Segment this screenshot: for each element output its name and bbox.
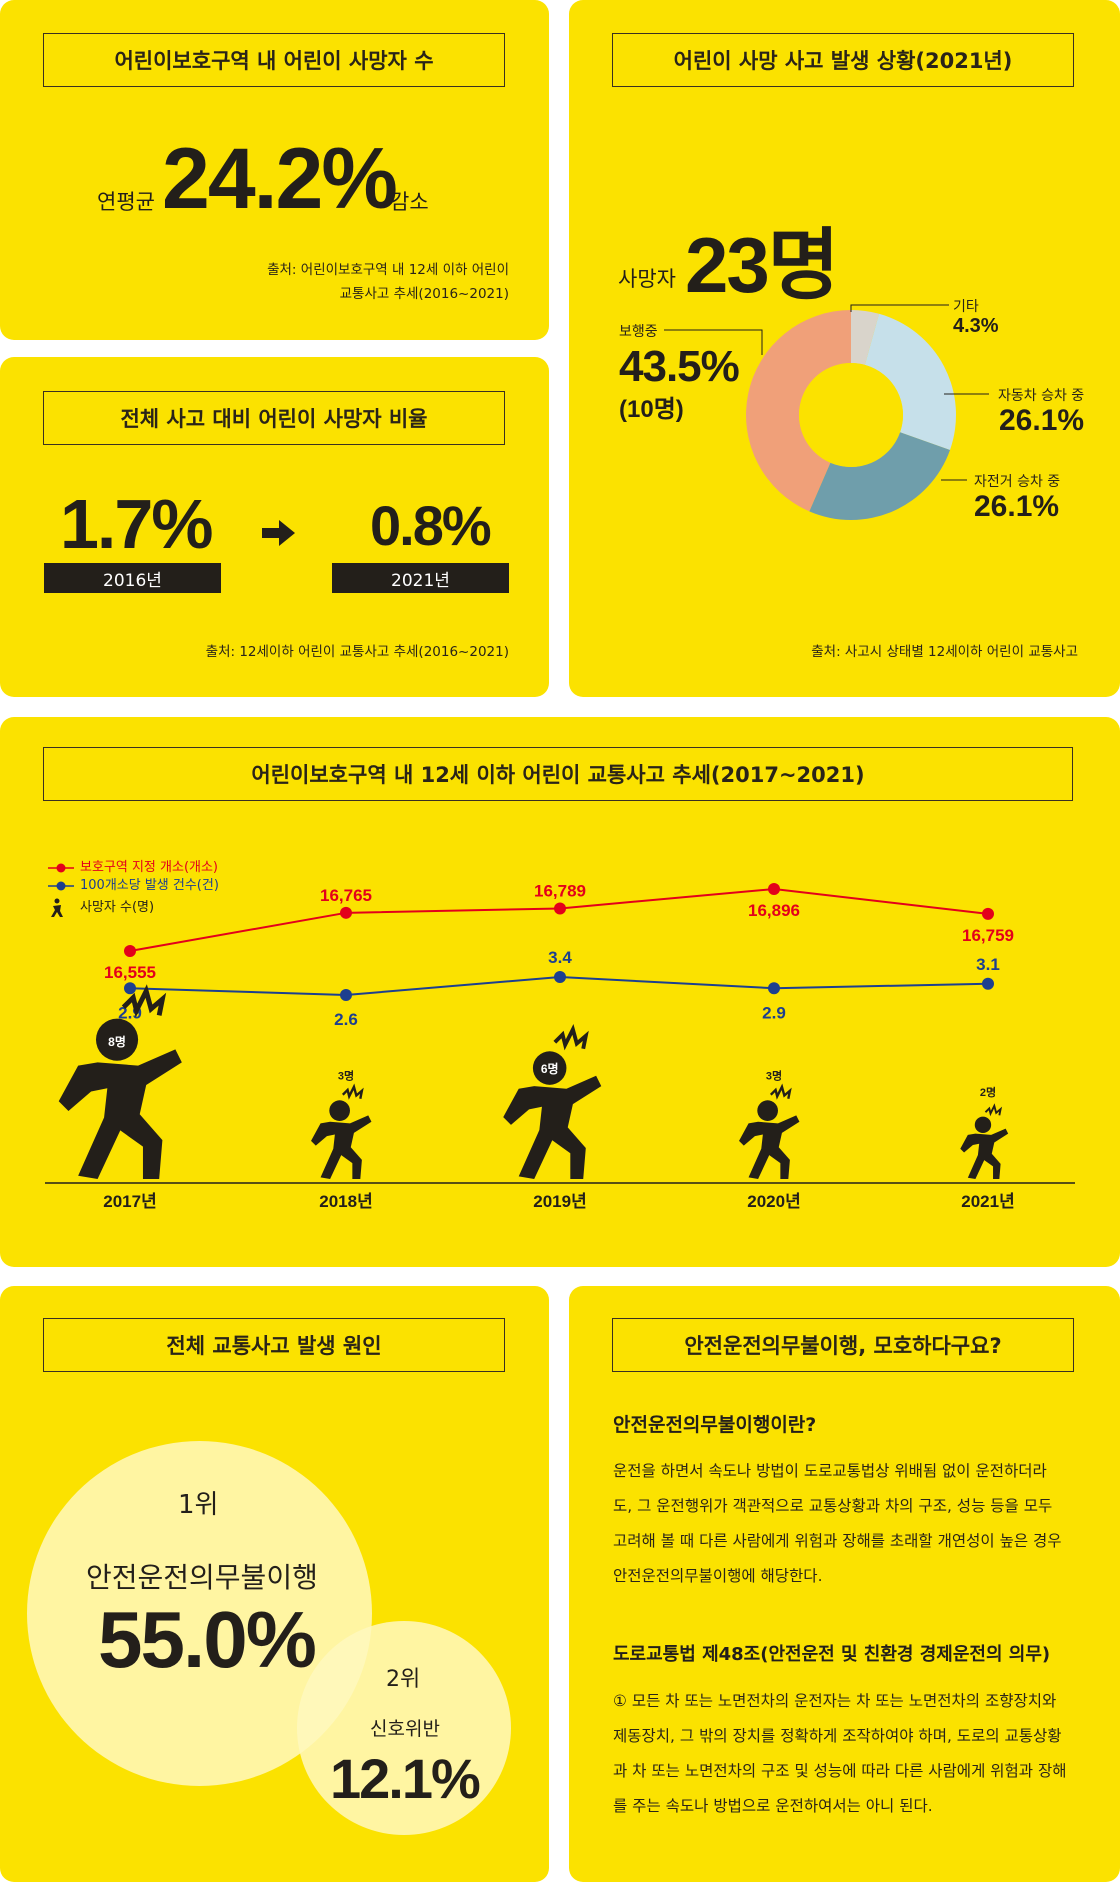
death-count-label: 6명 (541, 1062, 559, 1076)
ratio-2016-value: 1.7% (60, 485, 214, 563)
suffix-label: 감소 (390, 190, 429, 214)
leader-line-other (850, 304, 949, 312)
panel-title: 어린이 사망 사고 발생 상황(2021년) (612, 33, 1074, 87)
rank2-cause: 신호위반 (370, 1718, 440, 1740)
point-zones (554, 902, 566, 915)
death-figure (739, 1083, 800, 1179)
trend-line-chart: 16,555 16,765 16,789 16,896 16,759 2.9 2.6 3.4 2… (45, 881, 1075, 1211)
rank2-circle (297, 1621, 511, 1835)
leader-line-walk (664, 329, 763, 355)
death-figure (311, 1083, 372, 1179)
rank2-value: 12.1% (330, 1747, 481, 1810)
year-2021-bar: 2021년 (332, 563, 509, 593)
point-rate (768, 982, 780, 995)
label-rate: 3.1 (976, 955, 1000, 974)
legend-item-rate: 100개소당 발생 건수(건) (48, 877, 219, 895)
slice-value-bike: 26.1% (974, 490, 1060, 523)
x-tick-label: 2019년 (533, 1192, 586, 1211)
label-rate: 3.4 (548, 948, 572, 967)
definition-heading: 안전운전의무불이행이란? (613, 1414, 817, 1436)
x-tick-label: 2020년 (747, 1192, 800, 1211)
death-figure (960, 1103, 1009, 1179)
label-rate: 2.6 (334, 1010, 358, 1029)
panel-trend-chart: 어린이보호구역 내 12세 이하 어린이 교통사고 추세(2017~2021) … (0, 717, 1120, 1267)
slice-value-walk: 43.5% (619, 342, 740, 391)
definition-text: 운전을 하면서 속도나 방법이 도로교통법상 위배됨 없이 운전하더라 도, 그… (613, 1462, 1062, 1585)
label-zones: 16,555 (104, 963, 156, 982)
arrow-right-icon (262, 519, 296, 551)
legend-item-deaths: 사망자 수(명) (48, 898, 219, 918)
death-count-label: 3명 (766, 1069, 782, 1083)
rank1-label: 1위 (178, 1490, 219, 1520)
point-rate (340, 989, 352, 1001)
panel-child-deaths: 어린이보호구역 내 어린이 사망자 수 연평균 24.2% 감소 출처: 어린이… (0, 0, 549, 340)
slice-label-bike: 자전거 승차 중 (974, 474, 1061, 490)
ratio-2021-value: 0.8% (370, 494, 492, 557)
panel-death-situation: 어린이 사망 사고 발생 상황(2021년) 사망자 23명 기타 4.3% 자… (569, 0, 1120, 697)
decrease-value: 24.2% (162, 131, 398, 227)
source-note: 출처: 사고시 상태별 12세이하 어린이 교통사고 (811, 644, 1078, 660)
slice-value-car: 26.1% (999, 404, 1085, 437)
panel-title: 전체 교통사고 발생 원인 (43, 1318, 505, 1372)
death-count-label: 2명 (980, 1085, 996, 1099)
prefix-label: 연평균 (97, 190, 155, 214)
rank2-label: 2위 (386, 1667, 421, 1692)
slice-label-car: 자동차 승차 중 (998, 388, 1085, 404)
label-zones: 16,896 (748, 901, 800, 920)
source-note: 출처: 12세이하 어린이 교통사고 추세(2016~2021) (205, 644, 509, 660)
point-rate (124, 982, 136, 995)
panel-law-explanation: 안전운전의무불이행, 모호하다구요? 안전운전의무불이행이란? 운전을 하면서 … (569, 1286, 1120, 1882)
donut-slices (746, 310, 956, 520)
point-zones (982, 907, 994, 920)
point-zones (768, 883, 780, 895)
label-zones: 16,765 (320, 886, 372, 905)
slice-sub-walk: (10명) (619, 396, 684, 423)
donut-chart (664, 304, 989, 520)
panel-accident-causes: 전체 교통사고 발생 원인 1위 안전운전의무불이행 55.0% 2위 신호위반… (0, 1286, 549, 1882)
legend: 보호구역 지정 개소(개소) 100개소당 발생 건수(건) 사망자 수(명) (48, 859, 219, 918)
law-text: ① 모든 차 또는 노면전차의 운전자는 차 또는 노면전차의 조향장치와 제동… (613, 1692, 1067, 1815)
panel-title: 안전운전의무불이행, 모호하다구요? (612, 1318, 1074, 1372)
donut-slice (864, 313, 956, 450)
label-zones: 16,759 (962, 926, 1014, 945)
donut-hole (799, 363, 903, 467)
slice-value-other: 4.3% (953, 315, 999, 337)
point-zones (340, 906, 352, 919)
rank1-cause: 안전운전의무불이행 (86, 1561, 318, 1594)
x-tick-label: 2021년 (961, 1192, 1014, 1211)
death-figure (58, 984, 182, 1179)
donut-slice (851, 310, 880, 365)
law-heading: 도로교통법 제48조(안전운전 및 친환경 경제운전의 의무) (613, 1644, 1051, 1665)
death-figure (503, 1023, 602, 1179)
slice-label-walk: 보행중 (619, 324, 658, 340)
slice-label-other: 기타 (953, 299, 979, 315)
death-count-label: 3명 (338, 1069, 354, 1083)
source-note: 출처: 어린이보호구역 내 12세 이하 어린이 교통사고 추세(2016~20… (267, 262, 509, 302)
death-count-label: 8명 (108, 1035, 126, 1049)
panel-title: 어린이보호구역 내 12세 이하 어린이 교통사고 추세(2017~2021) (43, 747, 1073, 801)
x-tick-label: 2017년 (103, 1192, 156, 1211)
panel-death-ratio: 전체 사고 대비 어린이 사망자 비율 1.7% 2016년 0.8% 2021… (0, 357, 549, 697)
point-rate (982, 977, 994, 990)
donut-slice (746, 310, 851, 512)
label-rate: 2.9 (762, 1003, 786, 1022)
label-zones: 16,789 (534, 881, 586, 900)
total-label: 사망자 (618, 267, 676, 291)
point-zones (124, 945, 136, 957)
legend-item-zones: 보호구역 지정 개소(개소) (48, 859, 219, 877)
point-rate (554, 971, 566, 983)
total-value: 23명 (685, 221, 840, 309)
donut-slice (809, 432, 951, 520)
x-tick-label: 2018년 (319, 1192, 372, 1211)
panel-title: 전체 사고 대비 어린이 사망자 비율 (43, 391, 505, 445)
rank1-value: 55.0% (98, 1595, 317, 1684)
panel-title: 어린이보호구역 내 어린이 사망자 수 (43, 33, 505, 87)
year-2016-bar: 2016년 (44, 563, 221, 593)
